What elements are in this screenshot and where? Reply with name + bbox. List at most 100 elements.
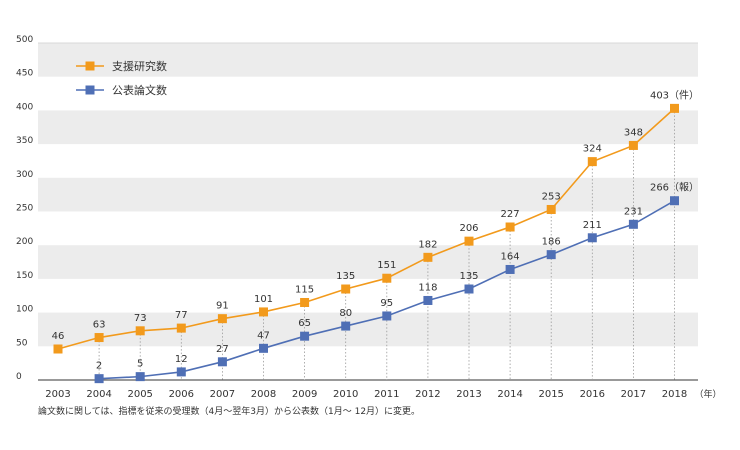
data-point xyxy=(176,367,186,377)
x-tick-label: 2004 xyxy=(86,389,111,400)
legend-label: 公表論文数 xyxy=(112,83,167,97)
data-label: 253 xyxy=(542,191,561,202)
data-point xyxy=(300,331,310,341)
data-label: 95 xyxy=(380,298,393,309)
data-point xyxy=(135,372,145,382)
data-point xyxy=(382,273,392,283)
y-tick-label: 250 xyxy=(16,204,33,214)
legend-marker xyxy=(85,85,95,95)
data-label: 266（報） xyxy=(650,182,699,194)
data-label: 73 xyxy=(134,313,147,324)
data-point xyxy=(259,343,268,353)
x-unit-label: （年） xyxy=(695,388,722,400)
x-tick-label: 2015 xyxy=(538,389,563,400)
data-label: 403（件） xyxy=(650,89,699,101)
data-label: 227 xyxy=(501,209,520,220)
data-label: 324 xyxy=(583,144,602,155)
y-tick-label: 150 xyxy=(16,271,33,281)
data-point xyxy=(546,250,556,260)
y-tick-label: 0 xyxy=(16,372,22,382)
grid-band xyxy=(38,312,698,347)
y-tick-label: 200 xyxy=(16,237,33,247)
data-point xyxy=(217,314,227,324)
data-point xyxy=(135,326,145,336)
x-tick-label: 2016 xyxy=(580,389,605,400)
data-point xyxy=(464,284,474,294)
data-label: 164 xyxy=(501,251,520,262)
data-label: 80 xyxy=(339,308,352,319)
data-point xyxy=(423,252,433,262)
data-point xyxy=(505,222,515,232)
footnote: 論文数に関しては、指標を従来の受理数（4月〜翌年3月）から公表数（1月〜 12月… xyxy=(38,407,421,417)
y-tick-label: 100 xyxy=(16,305,33,315)
data-point xyxy=(94,333,104,343)
data-label: 47 xyxy=(257,330,270,341)
data-label: 101 xyxy=(254,294,273,305)
grid-band xyxy=(38,43,698,77)
data-label: 91 xyxy=(216,301,229,312)
x-tick-label: 2006 xyxy=(169,389,194,400)
x-tick-label: 2009 xyxy=(292,389,317,400)
data-point xyxy=(341,321,351,331)
data-point xyxy=(217,357,227,367)
data-label: 46 xyxy=(52,331,65,342)
data-label: 63 xyxy=(93,320,106,331)
x-tick-label: 2013 xyxy=(456,389,481,400)
data-point xyxy=(464,236,474,246)
data-label: 211 xyxy=(583,220,602,231)
data-label: 12 xyxy=(175,354,188,365)
y-tick-label: 300 xyxy=(16,170,33,180)
data-label: 118 xyxy=(418,282,437,293)
data-label: 77 xyxy=(175,310,188,321)
grid-band xyxy=(38,177,698,212)
x-tick-label: 2008 xyxy=(251,389,276,400)
x-tick-label: 2003 xyxy=(45,389,70,400)
series-line xyxy=(57,107,676,350)
legend-marker xyxy=(85,61,95,71)
data-point xyxy=(670,103,679,113)
y-tick-label: 350 xyxy=(16,136,33,146)
x-tick-label: 2014 xyxy=(497,389,522,400)
data-label: 135 xyxy=(459,271,478,282)
data-point xyxy=(628,140,638,150)
data-label: 151 xyxy=(377,260,396,271)
data-point xyxy=(382,311,392,321)
data-point xyxy=(546,204,556,214)
y-tick-label: 400 xyxy=(16,102,33,112)
grid-band xyxy=(38,245,698,279)
data-label: 231 xyxy=(624,206,643,217)
data-point xyxy=(587,233,597,243)
data-point xyxy=(670,196,679,206)
data-label: 206 xyxy=(459,223,478,234)
x-tick-label: 2011 xyxy=(374,389,399,400)
data-point xyxy=(94,374,104,384)
data-point xyxy=(259,307,268,317)
x-tick-label: 2010 xyxy=(333,389,358,400)
data-label: 135 xyxy=(336,271,355,282)
data-label: 65 xyxy=(298,318,311,329)
data-label: 182 xyxy=(418,239,437,250)
data-point xyxy=(176,323,186,333)
y-tick-label: 450 xyxy=(16,69,33,79)
y-tick-label: 50 xyxy=(16,338,28,348)
data-point xyxy=(505,264,515,274)
data-label: 2 xyxy=(96,361,102,372)
x-tick-label: 2007 xyxy=(210,389,235,400)
data-label: 27 xyxy=(216,344,229,355)
x-tick-label: 2018 xyxy=(662,389,687,400)
x-tick-label: 2005 xyxy=(127,389,152,400)
data-label: 5 xyxy=(137,359,143,370)
data-point xyxy=(587,157,597,167)
data-label: 348 xyxy=(624,127,643,138)
grid-band xyxy=(38,110,698,145)
legend-label: 支援研究数 xyxy=(112,59,167,73)
data-point xyxy=(423,295,433,305)
data-label: 186 xyxy=(542,237,561,248)
x-tick-label: 2017 xyxy=(621,389,646,400)
data-point xyxy=(300,297,310,307)
x-tick-label: 2012 xyxy=(415,389,440,400)
data-point xyxy=(341,284,351,294)
data-label: 115 xyxy=(295,284,314,295)
data-point xyxy=(53,344,63,354)
